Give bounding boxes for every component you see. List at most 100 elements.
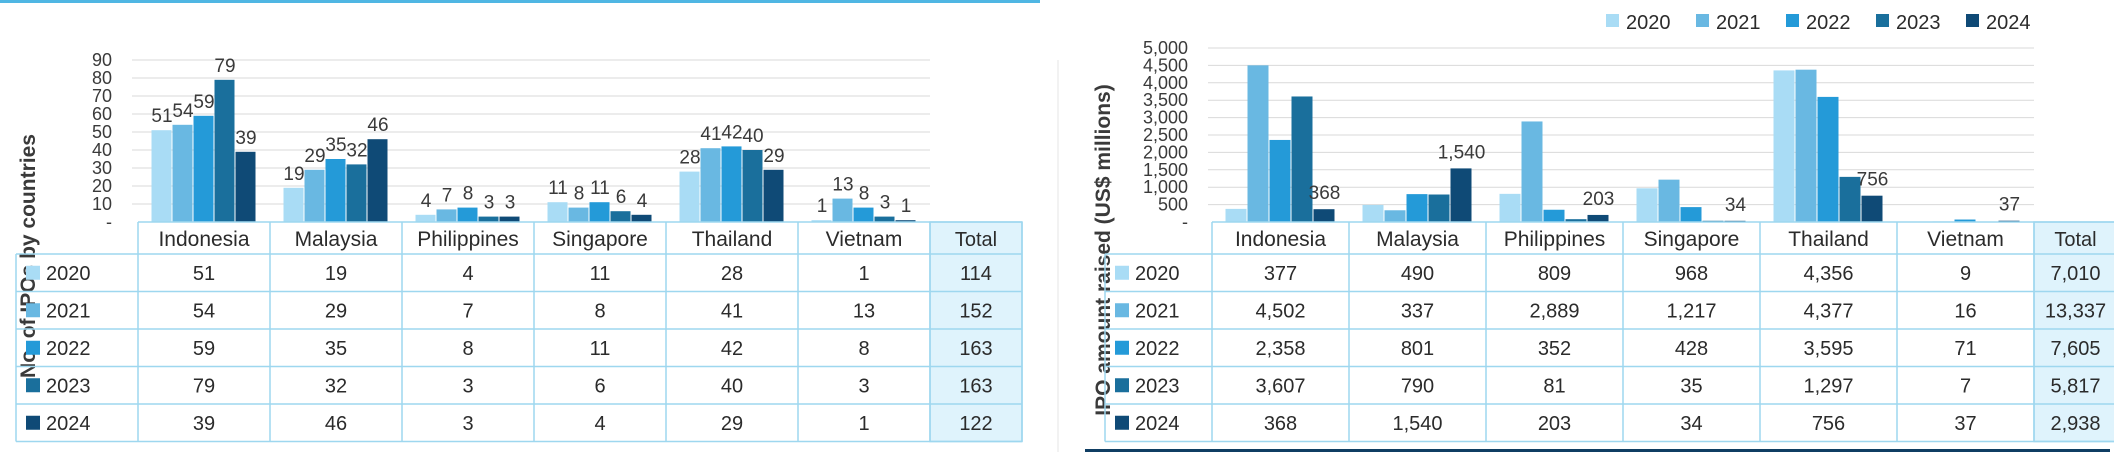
- y-tick-label: 40: [92, 140, 112, 160]
- ipo-count-chart: No. of IPOs by countries-102030405060708…: [16, 50, 1022, 442]
- bar-malaysia-2021: [305, 170, 325, 222]
- bar-singapore-2022: [1681, 207, 1702, 222]
- table-cell-vietnam-2023: 3: [858, 375, 869, 397]
- data-label-singapore-2020: 11: [548, 178, 568, 199]
- bar-singapore-2020: [1637, 188, 1658, 222]
- table-cell-philippines-2024: 3: [462, 413, 473, 435]
- data-label-thailand-2021: 41: [700, 124, 721, 145]
- bar-singapore-2023: [611, 211, 631, 222]
- data-label-philippines-2023: 3: [484, 193, 495, 214]
- table-total-2023: 163: [959, 375, 992, 397]
- table-total-2022: 163: [959, 338, 992, 360]
- row-swatch-2022: [1115, 341, 1129, 355]
- legend-label-2021: 2021: [1716, 12, 1761, 34]
- row-label-2023: 2023: [46, 375, 91, 397]
- bar-thailand-2024: [1862, 196, 1883, 222]
- data-label-malaysia-2024: 1,540: [1438, 142, 1486, 163]
- table-cell-indonesia-2023: 79: [193, 375, 215, 397]
- legend-label-2022: 2022: [1806, 12, 1851, 34]
- table-cell-thailand-2022: 42: [721, 338, 743, 360]
- data-label-malaysia-2020: 19: [283, 164, 304, 185]
- bar-singapore-2022: [590, 202, 610, 222]
- data-label-malaysia-2021: 29: [304, 146, 325, 167]
- category-label-vietnam: Vietnam: [826, 228, 903, 251]
- bar-philippines-2020: [416, 215, 436, 222]
- bar-philippines-2020: [1500, 194, 1521, 222]
- bar-malaysia-2023: [347, 164, 367, 222]
- table-cell-singapore-2024: 4: [594, 413, 605, 435]
- table-cell-malaysia-2023: 790: [1401, 375, 1434, 397]
- y-tick-label: 3,000: [1143, 108, 1188, 128]
- y-tick-label: 80: [92, 68, 112, 88]
- row-swatch-2024: [1115, 416, 1129, 430]
- table-cell-malaysia-2021: 337: [1401, 300, 1434, 322]
- table-cell-singapore-2023: 35: [1680, 375, 1702, 397]
- data-label-vietnam-2022: 8: [859, 184, 870, 205]
- bar-malaysia-2020: [284, 188, 304, 222]
- table-cell-indonesia-2022: 2,358: [1255, 338, 1305, 360]
- data-label-vietnam-2024: 1: [901, 196, 912, 217]
- table-total-2021: 13,337: [2045, 300, 2106, 322]
- category-label-philippines: Philippines: [1504, 228, 1606, 251]
- y-tick-label: 50: [92, 122, 112, 142]
- table-cell-singapore-2024: 34: [1680, 413, 1702, 435]
- bar-philippines-2021: [1522, 121, 1543, 222]
- row-label-2021: 2021: [1135, 300, 1180, 322]
- bar-singapore-2021: [1659, 180, 1680, 222]
- bar-indonesia-2022: [194, 116, 214, 222]
- row-label-2021: 2021: [46, 300, 91, 322]
- table-cell-singapore-2022: 428: [1675, 338, 1708, 360]
- y-tick-label: 10: [92, 194, 112, 214]
- table-cell-philippines-2021: 7: [462, 300, 473, 322]
- row-swatch-2022: [26, 341, 40, 355]
- legend-label-2024: 2024: [1986, 12, 2031, 34]
- category-label-malaysia: Malaysia: [295, 228, 378, 251]
- data-label-vietnam-2023: 3: [880, 193, 891, 214]
- data-label-philippines-2020: 4: [421, 191, 432, 212]
- table-total-2024: 122: [959, 413, 992, 435]
- data-label-philippines-2024: 3: [505, 193, 516, 214]
- legend-swatch-2022: [1786, 14, 1799, 27]
- bar-thailand-2024: [764, 170, 784, 222]
- bar-thailand-2023: [743, 150, 763, 222]
- data-label-singapore-2022: 11: [590, 178, 610, 199]
- row-label-2020: 2020: [46, 263, 91, 285]
- table-cell-malaysia-2020: 19: [325, 263, 347, 285]
- category-label-singapore: Singapore: [1644, 228, 1740, 251]
- bar-indonesia-2021: [1248, 65, 1269, 222]
- y-tick-label: 2,500: [1143, 125, 1188, 145]
- bar-singapore-2020: [548, 202, 568, 222]
- table-cell-indonesia-2022: 59: [193, 338, 215, 360]
- table-total-2023: 5,817: [2050, 375, 2100, 397]
- data-label-malaysia-2023: 32: [346, 140, 367, 161]
- bar-malaysia-2021: [1385, 210, 1406, 222]
- data-label-thailand-2020: 28: [679, 148, 700, 169]
- bar-singapore-2024: [632, 215, 652, 222]
- legend-swatch-2024: [1966, 14, 1979, 27]
- legend-swatch-2023: [1876, 14, 1889, 27]
- data-label-vietnam-2020: 1: [817, 196, 828, 217]
- row-swatch-2024: [26, 416, 40, 430]
- table-cell-malaysia-2021: 29: [325, 300, 347, 322]
- data-label-philippines-2022: 8: [463, 184, 474, 205]
- table-cell-indonesia-2023: 3,607: [1255, 375, 1305, 397]
- row-label-2022: 2022: [46, 338, 91, 360]
- y-tick-label: 90: [92, 50, 112, 70]
- data-label-malaysia-2022: 35: [325, 135, 346, 156]
- bar-singapore-2021: [569, 208, 589, 222]
- y-tick-label: 30: [92, 158, 112, 178]
- table-cell-singapore-2021: 8: [594, 300, 605, 322]
- table-cell-vietnam-2022: 8: [858, 338, 869, 360]
- table-cell-singapore-2020: 968: [1675, 263, 1708, 285]
- legend-label-2020: 2020: [1626, 12, 1671, 34]
- table-cell-singapore-2021: 1,217: [1666, 300, 1716, 322]
- total-column: [930, 222, 1022, 442]
- bar-philippines-2024: [500, 217, 520, 222]
- table-cell-indonesia-2024: 39: [193, 413, 215, 435]
- data-label-malaysia-2024: 46: [367, 115, 388, 136]
- category-label-thailand: Thailand: [1788, 228, 1869, 251]
- data-label-thailand-2024: 756: [1857, 170, 1889, 191]
- row-swatch-2020: [1115, 266, 1129, 280]
